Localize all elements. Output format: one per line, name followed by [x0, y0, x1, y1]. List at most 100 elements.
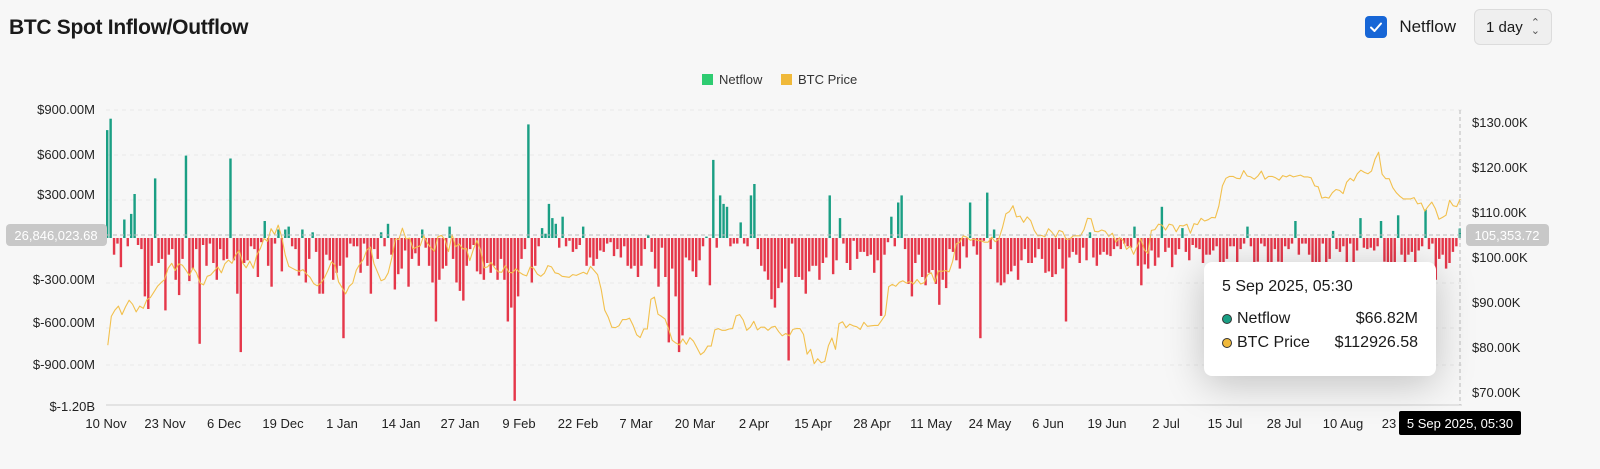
- outflow-bar: [1434, 238, 1438, 280]
- tooltip-value: $112926.58: [1334, 334, 1418, 351]
- outflow-bar: [212, 238, 215, 263]
- outflow-bar: [345, 238, 349, 258]
- y-right-tick-label: $90.00K: [1472, 295, 1521, 310]
- outflow-bar: [989, 238, 992, 250]
- x-tick-label: 6 Jun: [1032, 416, 1064, 431]
- outflow-bar: [1355, 238, 1359, 251]
- outflow-bar: [181, 238, 184, 259]
- outflow-bar: [578, 238, 581, 245]
- inflow-bar: [1133, 226, 1136, 238]
- outflow-bar: [736, 238, 739, 244]
- outflow-bar: [451, 238, 455, 259]
- outflow-bar: [246, 238, 249, 261]
- outflow-bar: [1140, 238, 1143, 286]
- outflow-bar: [558, 238, 561, 248]
- outflow-bar: [489, 238, 492, 273]
- outflow-bar: [1407, 238, 1410, 255]
- outflow-bar: [355, 238, 359, 247]
- outflow-bar: [373, 238, 376, 250]
- outflow-bar: [266, 238, 270, 266]
- outflow-bar: [253, 238, 256, 250]
- outflow-bar: [410, 238, 414, 259]
- outflow-bar: [708, 238, 712, 286]
- outflow-bar: [944, 238, 948, 289]
- outflow-bar: [332, 238, 335, 280]
- outflow-bar: [1198, 238, 1201, 250]
- outflow-bar: [1229, 238, 1232, 247]
- y-right-tick-label: $130.00K: [1472, 115, 1528, 130]
- outflow-bar: [602, 238, 605, 252]
- inflow-bar: [1160, 206, 1164, 238]
- x-tick-label: 24 May: [969, 416, 1012, 431]
- legend-label-netflow: Netflow: [719, 72, 763, 87]
- x-tick-label: 27 Jan: [440, 416, 479, 431]
- inflow-bar: [1424, 209, 1427, 238]
- outflow-bar: [1266, 238, 1270, 266]
- outflow-bar: [366, 238, 369, 266]
- outflow-bar: [1345, 238, 1348, 266]
- legend-swatch-netflow: [702, 74, 713, 85]
- outflow-bar: [1431, 238, 1434, 244]
- outflow-bar: [479, 238, 482, 275]
- outflow-bar: [1033, 238, 1037, 258]
- outflow-bar: [821, 238, 825, 263]
- outflow-bar: [807, 238, 811, 272]
- outflow-bar: [496, 238, 499, 280]
- tooltip-label: Netflow: [1237, 310, 1291, 327]
- outflow-bar: [1177, 238, 1181, 250]
- outflow-bar: [1263, 238, 1266, 247]
- outflow-bar: [804, 238, 807, 294]
- inflow-bar: [1181, 228, 1184, 238]
- outflow-bar: [907, 238, 910, 284]
- x-tick-label: 19 Dec: [262, 416, 304, 431]
- outflow-bar: [1242, 238, 1246, 244]
- outflow-bar: [1222, 238, 1225, 263]
- outflow-bar: [1126, 238, 1129, 247]
- outflow-bar: [873, 238, 876, 273]
- outflow-bar: [486, 238, 489, 263]
- outflow-bar: [1342, 238, 1345, 247]
- x-tick-label: 10 Nov: [85, 416, 127, 431]
- outflow-bar: [801, 238, 804, 280]
- netflow-checkbox[interactable]: [1365, 16, 1388, 38]
- outflow-bar: [671, 238, 674, 269]
- outflow-bar: [1003, 238, 1006, 283]
- outflow-bar: [136, 238, 140, 245]
- inflow-bar: [1458, 228, 1461, 238]
- inflow-bar: [263, 221, 266, 238]
- outflow-bar: [866, 238, 869, 257]
- outflow-bar: [1013, 238, 1016, 266]
- interval-select[interactable]: 1 day ⌃ ⌄: [1474, 9, 1552, 45]
- outflow-bar: [681, 238, 684, 336]
- outflow-bar: [660, 238, 664, 248]
- outflow-bar: [1105, 238, 1109, 255]
- outflow-bar: [232, 238, 236, 261]
- outflow-bar: [770, 238, 773, 300]
- y-right-tick-label: $120.00K: [1472, 160, 1528, 175]
- outflow-bar: [400, 238, 403, 269]
- crosshair: 26,846,023.68 105,353.72 5 Sep 2025, 05:30: [6, 110, 1549, 435]
- outflow-bar: [903, 238, 907, 250]
- outflow-bar: [972, 238, 975, 247]
- outflow-bar: [951, 238, 955, 252]
- inflow-bar: [1359, 218, 1362, 238]
- outflow-bar: [701, 238, 705, 247]
- outflow-bar: [664, 238, 667, 277]
- outflow-bar: [503, 238, 506, 280]
- inflow-bar: [1294, 221, 1297, 238]
- outflow-bar: [1068, 238, 1071, 258]
- outflow-bar: [441, 238, 444, 269]
- outflow-bar: [629, 238, 633, 269]
- x-tick-label: 28 Jul: [1267, 416, 1302, 431]
- outflow-bar: [1420, 238, 1424, 247]
- outflow-bar: [633, 238, 636, 266]
- outflow-bar: [636, 238, 640, 277]
- outflow-bar: [1085, 238, 1088, 261]
- outflow-bar: [934, 238, 938, 284]
- outflow-bar: [1236, 238, 1239, 275]
- select-chevron-icon: ⌃ ⌄: [1530, 17, 1540, 37]
- inflow-bar: [544, 233, 547, 238]
- outflow-bar: [883, 238, 886, 255]
- outflow-bar: [849, 238, 852, 270]
